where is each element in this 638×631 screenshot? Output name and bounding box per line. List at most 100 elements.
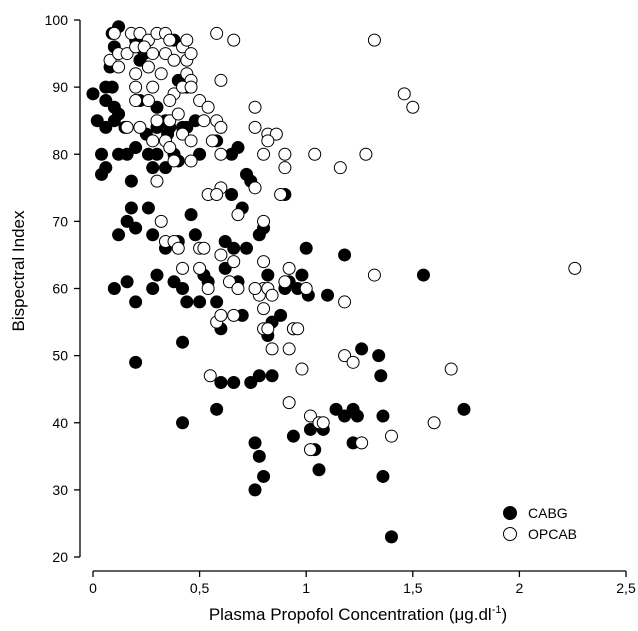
data-point-opcab — [295, 362, 309, 376]
data-point-cabg — [416, 268, 430, 282]
data-point-opcab — [210, 26, 224, 40]
data-point-opcab — [184, 134, 198, 148]
data-point-opcab — [269, 127, 283, 141]
y-tick-label: 90 — [52, 79, 68, 95]
data-point-cabg — [286, 429, 300, 443]
data-point-cabg — [105, 80, 119, 94]
y-tick-label: 80 — [52, 146, 68, 162]
data-point-opcab — [103, 53, 117, 67]
data-point-cabg — [274, 308, 288, 322]
data-point-cabg — [193, 295, 207, 309]
data-point-opcab — [278, 147, 292, 161]
data-point-cabg — [146, 282, 160, 295]
data-point-opcab — [184, 80, 198, 94]
data-point-cabg — [376, 409, 390, 423]
y-tick-label: 40 — [52, 415, 68, 431]
data-point-opcab — [120, 47, 134, 61]
data-point-cabg — [129, 221, 143, 235]
data-point-opcab — [176, 127, 190, 141]
data-point-cabg — [312, 463, 326, 477]
legend-label-opcab: OPCAB — [528, 526, 577, 542]
data-point-opcab — [214, 248, 228, 262]
legend-label-cabg: CABG — [528, 505, 568, 521]
data-point-cabg — [112, 107, 126, 121]
data-point-cabg — [227, 375, 241, 389]
data-point-opcab — [338, 349, 352, 363]
data-point-cabg — [150, 100, 164, 114]
data-point-cabg — [265, 369, 279, 383]
data-point-opcab — [201, 100, 215, 114]
data-point-cabg — [374, 369, 388, 383]
data-point-cabg — [248, 436, 262, 450]
legend-item-cabg: CABG — [503, 505, 568, 521]
data-point-cabg — [129, 295, 143, 309]
data-point-opcab — [214, 73, 228, 87]
data-point-cabg — [210, 295, 224, 309]
y-axis-title: Bispectral Index — [9, 210, 28, 331]
data-point-opcab — [359, 147, 373, 161]
data-point-opcab — [197, 241, 211, 255]
data-point-opcab — [107, 26, 121, 40]
data-point-opcab — [167, 53, 181, 67]
data-point-opcab — [171, 107, 185, 121]
x-axis-title-exponent: -1 — [492, 604, 502, 616]
data-point-opcab — [205, 134, 219, 148]
y-tick-label: 50 — [52, 348, 68, 364]
y-tick-label: 20 — [52, 549, 68, 565]
data-point-cabg — [99, 94, 113, 108]
data-point-opcab — [129, 94, 143, 108]
data-point-cabg — [244, 375, 258, 389]
data-point-opcab — [146, 134, 160, 148]
data-point-opcab — [129, 67, 143, 81]
data-point-cabg — [141, 201, 155, 215]
data-point-opcab — [163, 141, 177, 155]
data-point-opcab — [133, 26, 147, 40]
data-point-opcab — [154, 214, 168, 228]
data-point-cabg — [158, 161, 172, 175]
data-point-opcab — [282, 261, 296, 275]
data-points — [86, 20, 582, 544]
data-point-cabg — [231, 141, 245, 155]
data-point-opcab — [303, 409, 317, 423]
data-point-opcab — [184, 154, 198, 168]
data-point-opcab — [129, 80, 143, 94]
data-point-cabg — [350, 409, 364, 423]
data-point-cabg — [141, 147, 155, 161]
data-point-cabg — [146, 161, 160, 175]
data-point-cabg — [90, 114, 104, 128]
legend-marker-cabg — [503, 506, 517, 520]
data-point-cabg — [167, 275, 181, 289]
data-point-opcab — [201, 282, 215, 295]
legend: CABG OPCAB — [503, 505, 577, 542]
legend-item-opcab: OPCAB — [503, 526, 577, 542]
data-point-cabg — [218, 261, 232, 275]
x-axis-title-unit: g.dl — [464, 605, 491, 624]
data-point-cabg — [218, 235, 232, 249]
data-point-cabg — [99, 120, 113, 134]
data-point-opcab — [227, 33, 241, 47]
data-point-opcab — [184, 47, 198, 61]
data-point-opcab — [227, 255, 241, 269]
data-point-opcab — [282, 396, 296, 410]
data-point-opcab — [282, 342, 296, 356]
data-point-cabg — [120, 214, 134, 228]
data-point-opcab — [163, 94, 177, 108]
data-point-cabg — [184, 208, 198, 222]
data-point-opcab — [231, 208, 245, 222]
y-tick-label: 60 — [52, 281, 68, 297]
data-point-cabg — [150, 268, 164, 282]
data-point-opcab — [197, 114, 211, 128]
data-point-opcab — [265, 288, 279, 302]
data-point-cabg — [95, 167, 109, 181]
data-point-cabg — [240, 241, 254, 255]
data-point-cabg — [146, 228, 160, 242]
data-point-opcab — [265, 342, 279, 356]
x-tick-label: 2,5 — [616, 580, 636, 596]
data-point-cabg — [124, 174, 138, 188]
data-point-opcab — [274, 188, 288, 202]
data-point-opcab — [214, 120, 228, 134]
data-point-cabg — [129, 355, 143, 369]
data-point-cabg — [124, 201, 138, 215]
data-point-opcab — [308, 147, 322, 161]
data-point-opcab — [384, 429, 398, 443]
